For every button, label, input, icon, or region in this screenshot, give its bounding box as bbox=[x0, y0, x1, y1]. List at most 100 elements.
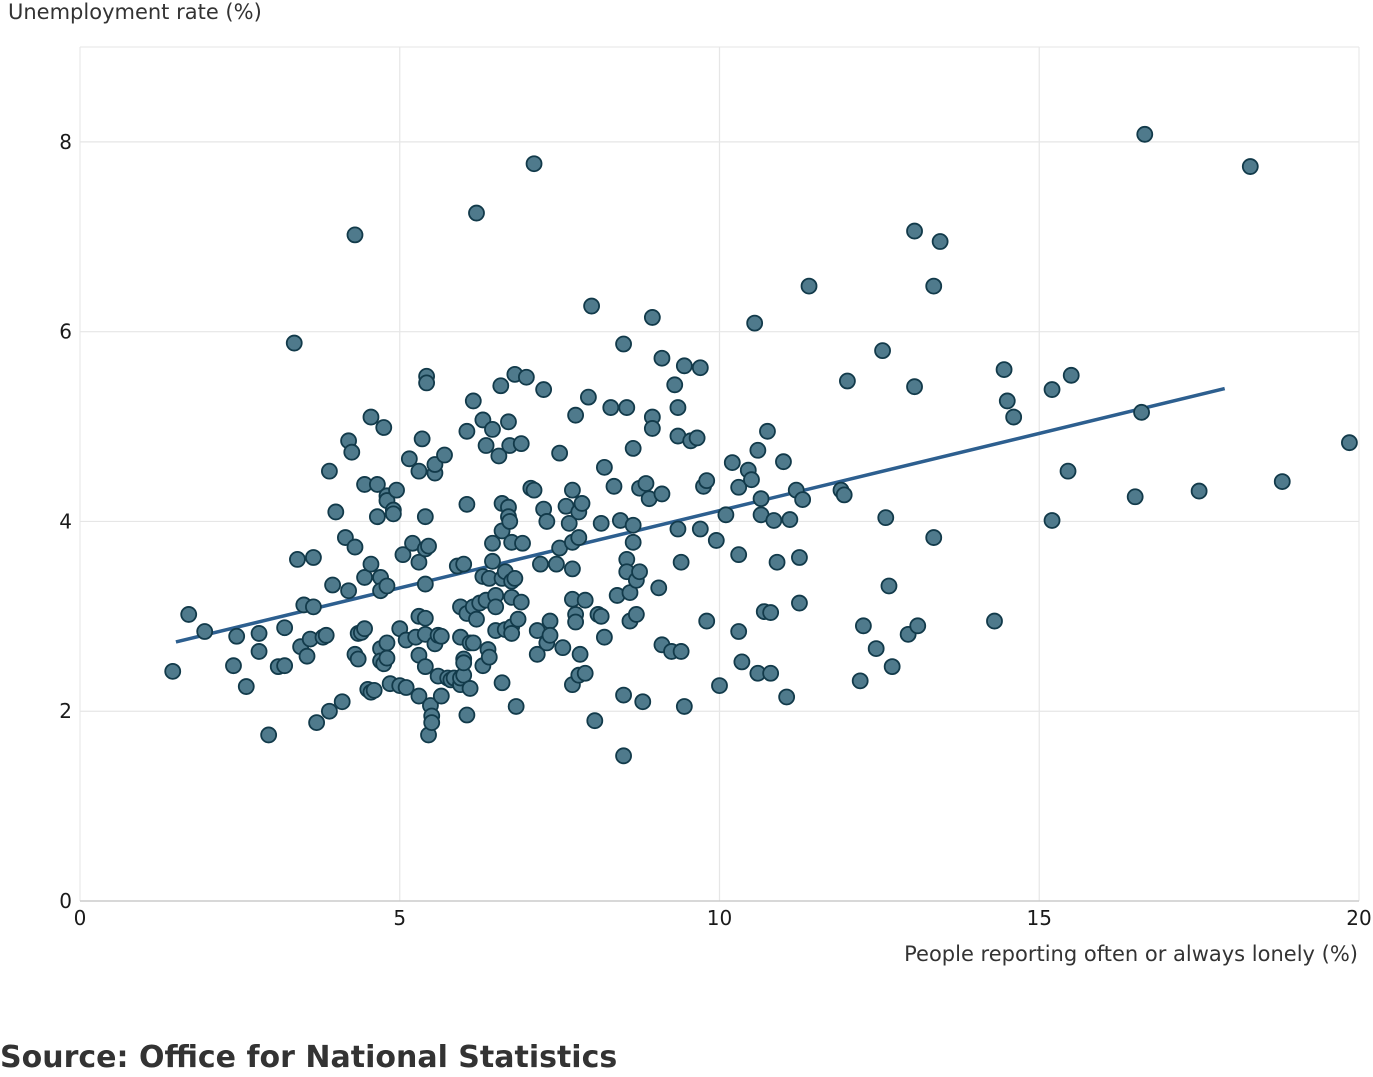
x-axis-title: People reporting often or always lonely … bbox=[904, 942, 1358, 966]
data-point bbox=[653, 485, 671, 503]
data-point bbox=[196, 623, 214, 640]
data-point bbox=[759, 422, 776, 440]
data-point bbox=[669, 520, 687, 538]
data-point bbox=[624, 516, 642, 534]
x-tick-label: 20 bbox=[1346, 906, 1371, 930]
data-point bbox=[507, 698, 525, 715]
data-point bbox=[487, 598, 505, 616]
data-point bbox=[378, 649, 396, 667]
data-point bbox=[839, 372, 856, 390]
x-tick-label: 15 bbox=[1027, 906, 1052, 930]
data-point bbox=[455, 555, 473, 573]
y-tick-label: 6 bbox=[59, 320, 72, 344]
data-point bbox=[986, 612, 1003, 630]
data-point bbox=[535, 381, 553, 398]
data-point bbox=[605, 477, 623, 495]
data-point bbox=[1133, 403, 1150, 421]
data-point bbox=[570, 529, 588, 546]
data-point bbox=[627, 606, 645, 623]
data-point bbox=[634, 693, 652, 711]
data-point bbox=[906, 378, 923, 396]
data-point bbox=[432, 627, 450, 645]
data-point bbox=[525, 481, 543, 499]
data-point bbox=[394, 546, 412, 564]
data-point bbox=[305, 598, 322, 616]
data-point bbox=[461, 680, 479, 697]
data-point bbox=[525, 155, 543, 173]
data-point bbox=[346, 538, 364, 556]
data-point bbox=[378, 577, 396, 595]
data-point bbox=[517, 368, 535, 386]
data-point bbox=[464, 634, 482, 652]
data-point bbox=[484, 421, 501, 438]
data-point bbox=[180, 606, 198, 623]
data-point bbox=[615, 686, 632, 704]
data-point bbox=[586, 712, 604, 730]
source-note: Source: Office for National Statistics bbox=[0, 1040, 618, 1075]
data-point bbox=[765, 512, 783, 529]
data-point bbox=[228, 627, 246, 645]
data-point bbox=[775, 453, 792, 471]
data-point bbox=[378, 634, 396, 652]
data-point bbox=[418, 374, 436, 392]
data-point bbox=[356, 620, 373, 638]
data-point bbox=[416, 575, 434, 593]
data-point bbox=[631, 563, 648, 581]
data-point bbox=[324, 576, 342, 594]
data-point bbox=[691, 520, 709, 538]
data-point bbox=[368, 508, 386, 526]
data-point bbox=[551, 444, 569, 462]
data-point bbox=[730, 546, 748, 564]
data-point bbox=[225, 657, 242, 675]
data-point bbox=[458, 495, 476, 513]
data-point bbox=[317, 626, 335, 644]
data-point bbox=[666, 376, 684, 394]
data-point bbox=[349, 650, 367, 668]
data-point bbox=[698, 472, 716, 490]
data-point bbox=[602, 399, 620, 416]
data-point bbox=[541, 626, 559, 644]
data-point bbox=[1341, 434, 1358, 452]
data-point bbox=[362, 555, 380, 573]
data-point bbox=[538, 513, 556, 530]
data-point bbox=[340, 582, 357, 600]
data-point bbox=[416, 658, 434, 676]
data-point bbox=[560, 514, 578, 532]
data-point bbox=[468, 610, 485, 628]
data-point bbox=[595, 628, 613, 646]
data-point bbox=[717, 506, 735, 524]
data-point bbox=[432, 687, 450, 705]
data-point bbox=[365, 681, 383, 699]
data-point bbox=[420, 537, 437, 555]
data-point bbox=[1059, 462, 1077, 480]
data-point bbox=[298, 647, 316, 665]
data-point bbox=[877, 509, 895, 527]
data-point bbox=[691, 359, 709, 377]
data-point bbox=[867, 640, 885, 657]
x-tick-label: 5 bbox=[393, 906, 406, 930]
data-point bbox=[237, 678, 255, 695]
data-point bbox=[458, 706, 476, 724]
data-point bbox=[503, 625, 521, 642]
data-point bbox=[512, 593, 530, 611]
data-point bbox=[583, 297, 600, 315]
data-point bbox=[397, 679, 415, 696]
data-point bbox=[356, 569, 373, 586]
data-point bbox=[573, 495, 591, 512]
data-point bbox=[416, 609, 434, 627]
data-point bbox=[321, 462, 338, 480]
data-point bbox=[762, 604, 780, 621]
data-point bbox=[333, 693, 351, 711]
data-point bbox=[835, 486, 853, 504]
data-point bbox=[925, 529, 943, 546]
data-point bbox=[688, 429, 706, 447]
data-point bbox=[615, 335, 632, 353]
data-point bbox=[410, 553, 428, 571]
data-point bbox=[874, 342, 891, 360]
data-point bbox=[567, 613, 585, 631]
data-point bbox=[1005, 408, 1023, 426]
data-point bbox=[410, 462, 428, 480]
grid-lines bbox=[79, 46, 1360, 902]
data-point bbox=[468, 204, 485, 222]
